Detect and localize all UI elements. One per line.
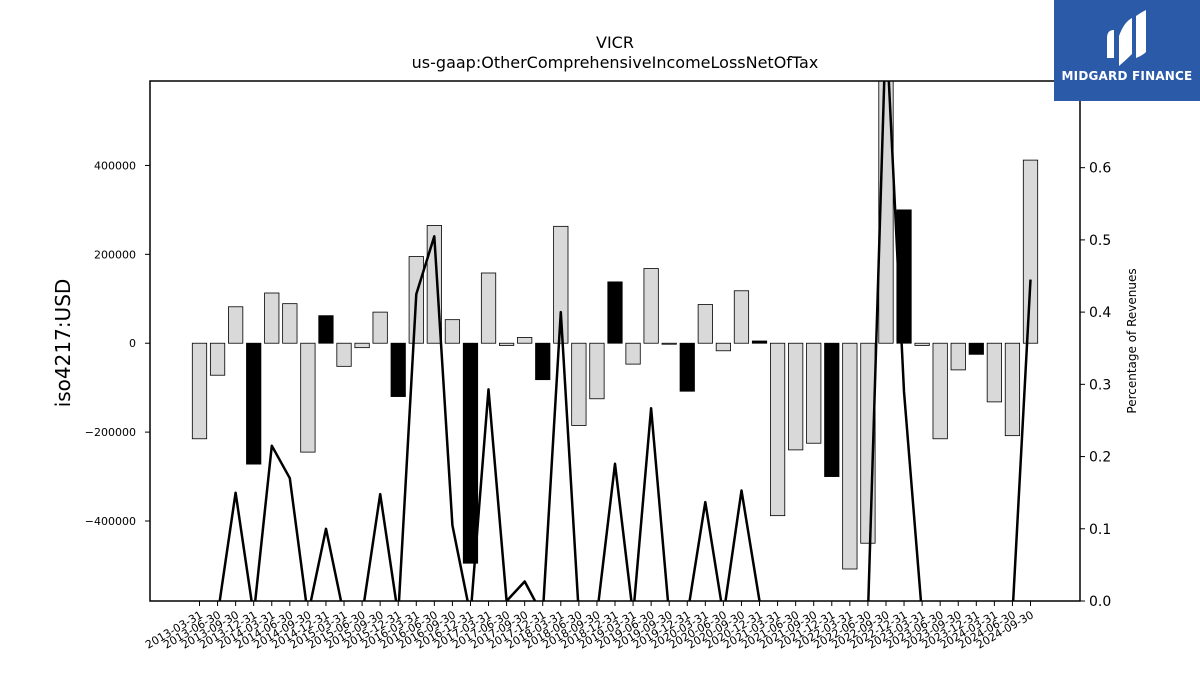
y2-tick-label: 0.6 <box>1089 161 1111 177</box>
bar-2013-03-31 <box>191 342 208 440</box>
y2-tick-label: 0.4 <box>1089 305 1111 321</box>
chart-subtitle: us-gaap:OtherComprehensiveIncomeLossNetO… <box>412 53 819 72</box>
bar-2020-03-31 <box>697 304 713 344</box>
bar-2024-06-30 <box>1004 342 1021 437</box>
bar-2024-03-31 <box>986 342 1002 403</box>
bar-2014-03-31 <box>264 292 280 344</box>
bar-2016-09-30 <box>444 319 461 344</box>
chart-title: VICR <box>596 33 634 52</box>
logo-text: MIDGARD FINANCE <box>1061 69 1193 83</box>
midgard-finance-logo: MIDGARD FINANCE <box>1054 0 1200 101</box>
bar-2014-09-30 <box>300 342 316 453</box>
bar-2015-12-31 <box>390 342 406 397</box>
y-tick-label: 400000 <box>94 159 136 172</box>
bar-2019-06-30 <box>643 268 659 344</box>
bar-2013-12-31 <box>246 342 262 465</box>
bar-2020-12-31 <box>751 340 768 344</box>
bar-2021-09-30 <box>806 342 822 444</box>
bar-2023-03-31 <box>914 342 930 346</box>
bar-2014-12-31 <box>318 315 334 344</box>
bar-2024-09-30 <box>1022 159 1039 344</box>
bar-2022-03-31 <box>842 342 858 570</box>
y2-tick-label: 0.0 <box>1089 594 1111 610</box>
bar-2015-09-30 <box>372 311 388 344</box>
y-tick-label: 200000 <box>94 248 136 261</box>
bar-2015-06-30 <box>354 342 370 349</box>
bar-2017-12-31 <box>535 342 551 381</box>
bar-2019-09-30 <box>661 342 677 345</box>
bar-2017-06-30 <box>499 342 515 346</box>
bar-2019-12-31 <box>679 342 695 392</box>
bar-2018-06-30 <box>571 342 587 426</box>
y2-tick-label: 0.1 <box>1089 522 1111 538</box>
bar-2021-03-31 <box>769 342 786 517</box>
y-tick-label: 0 <box>129 337 136 350</box>
axes: −400000 −200000 0 200000 400000 0.0 0.1 0.2 0.3 0… <box>85 80 1111 652</box>
y2-tick-label: 0.5 <box>1089 233 1111 249</box>
bar-series <box>191 81 1039 570</box>
y-axis-label: iso4217:USD <box>51 279 75 408</box>
bar-2019-03-31 <box>625 342 641 365</box>
bar-2020-09-30 <box>733 290 750 344</box>
logo-mark-icon <box>1107 10 1146 66</box>
bar-2018-12-31 <box>607 281 623 344</box>
bar-2013-06-30 <box>209 342 226 376</box>
bar-2017-03-31 <box>480 272 497 344</box>
y2-tick-label: 0.3 <box>1089 377 1111 393</box>
bar-2018-09-30 <box>589 342 605 400</box>
y2-axis-label: Percentage of Revenues <box>1125 268 1139 413</box>
bar-2013-09-30 <box>228 306 244 344</box>
bar-2018-03-31 <box>553 225 569 344</box>
bar-2020-06-30 <box>715 342 731 352</box>
y2-tick-label: 0.2 <box>1089 450 1111 466</box>
bar-2014-06-30 <box>282 303 298 344</box>
bar-2021-06-30 <box>788 342 804 451</box>
bar-2023-12-31 <box>968 342 984 355</box>
bar-2016-12-31 <box>462 342 479 564</box>
bar-2017-09-30 <box>517 337 533 344</box>
bar-2021-12-31 <box>824 342 840 477</box>
bar-2023-09-30 <box>950 342 966 371</box>
y-tick-label: −400000 <box>85 515 136 528</box>
percentage-line <box>218 81 1032 601</box>
bar-2023-06-30 <box>932 342 948 440</box>
y-tick-label: −200000 <box>85 426 136 439</box>
bar-2015-03-31 <box>336 342 352 367</box>
percentage-line-series <box>218 81 1032 601</box>
